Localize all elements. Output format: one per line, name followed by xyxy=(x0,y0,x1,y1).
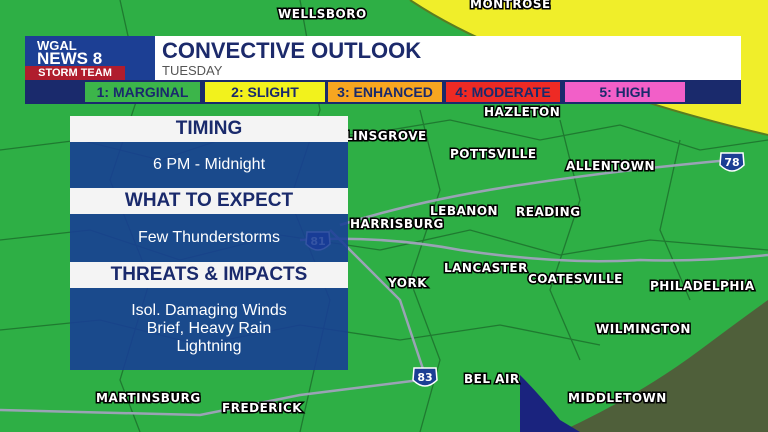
panel-line: 6 PM - Midnight xyxy=(152,156,266,173)
city-label: MIDDLETOWN xyxy=(568,391,667,405)
city-label: READING xyxy=(516,205,581,219)
legend-item: 5: HIGH xyxy=(565,82,685,102)
panel-line: Isol. Damaging Winds xyxy=(131,302,287,319)
panel-body: 6 PM - Midnight xyxy=(70,142,348,188)
city-label: HAZLETON xyxy=(484,105,560,119)
info-panel: TIMING 6 PM - Midnight WHAT TO EXPECT Few T… xyxy=(70,116,348,370)
city-label: YORK xyxy=(387,276,427,290)
logo-text: STORM TEAM xyxy=(25,66,125,80)
bay xyxy=(520,375,580,432)
title: CONVECTIVE OUTLOOK xyxy=(162,38,422,63)
legend-item: 1: MARGINAL xyxy=(85,82,200,102)
city-label: WELLSBORO xyxy=(278,7,367,21)
outside-area xyxy=(560,300,768,432)
highway-number: 78 xyxy=(724,156,739,169)
city-label: LEBANON xyxy=(430,204,498,218)
panel-body: Few Thunderstorms xyxy=(70,214,348,262)
legend-item: 4: MODERATE xyxy=(446,82,560,102)
panel-heading: THREATS & IMPACTS xyxy=(70,262,348,288)
highways xyxy=(0,158,768,417)
city-label: LANCASTER xyxy=(444,261,528,275)
city-label: MARTINSBURG xyxy=(96,391,201,405)
city-label: POTTSVILLE xyxy=(450,147,537,161)
city-label: FREDERICK xyxy=(222,401,302,415)
panel-line: Few Thunderstorms xyxy=(138,229,280,246)
panel-body: Isol. Damaging Winds Brief, Heavy Rain Lig… xyxy=(70,288,348,370)
legend: 1: MARGINAL 2: SLIGHT 3: ENHANCED 4: MODERA… xyxy=(25,80,741,104)
highway-number: 83 xyxy=(417,371,432,384)
city-label: MONTROSE xyxy=(470,0,551,11)
legend-item: 3: ENHANCED xyxy=(328,82,442,102)
panel-line: Brief, Heavy Rain xyxy=(146,320,272,337)
city-label: PHILADELPHIA xyxy=(650,279,755,293)
logo-text: NEWS 8 xyxy=(37,49,103,68)
city-label: ALLENTOWN xyxy=(566,159,655,173)
logo-text: WGAL xyxy=(37,38,77,53)
highway-shield xyxy=(412,367,438,387)
city-label: HARRISBURG xyxy=(350,217,444,231)
city-label: COATESVILLE xyxy=(528,272,623,286)
panel-heading: WHAT TO EXPECT xyxy=(70,188,348,214)
city-label: BEL AIR xyxy=(464,372,520,386)
panel-line: Lightning xyxy=(176,338,242,355)
header: WGAL NEWS 8 STORM TEAM CONVECTIVE OUTLOO… xyxy=(25,36,741,80)
legend-item: 2: SLIGHT xyxy=(205,82,325,102)
city-label: WILMINGTON xyxy=(596,322,691,336)
subtitle: TUESDAY xyxy=(162,63,223,78)
highway-shield xyxy=(719,152,745,172)
logo: WGAL NEWS 8 STORM TEAM xyxy=(25,36,155,80)
city-label: LINSGROVE xyxy=(345,129,427,143)
panel-heading: TIMING xyxy=(70,116,348,142)
